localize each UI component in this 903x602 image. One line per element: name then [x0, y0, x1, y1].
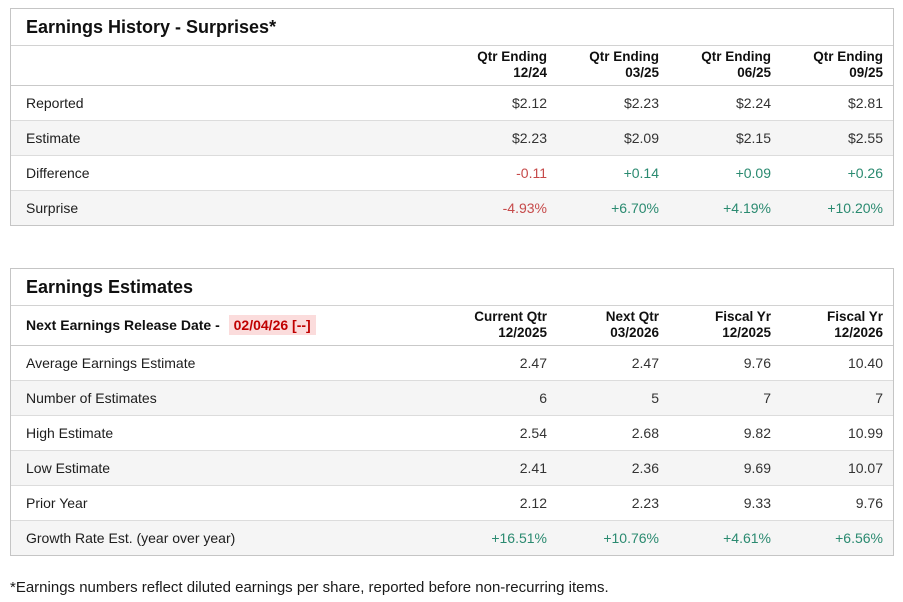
- table-row-prior-year: Prior Year 2.12 2.23 9.33 9.76: [11, 485, 893, 521]
- earnings-estimates-table: Next Earnings Release Date - 02/04/26 [-…: [11, 306, 893, 555]
- cell-value-positive: +10.76%: [603, 530, 659, 546]
- cell-value-positive: +10.20%: [827, 200, 883, 216]
- row-label: Prior Year: [11, 485, 445, 521]
- row-label: Difference: [11, 155, 445, 191]
- column-header-current-qtr: Current Qtr 12/2025: [445, 306, 557, 346]
- cell-value-positive: +0.26: [781, 155, 893, 191]
- cell-value: 2.36: [557, 450, 669, 486]
- row-label: Reported: [11, 85, 445, 121]
- cell-value: 10.99: [781, 415, 893, 451]
- earnings-history-panel: Earnings History - Surprises* Qtr Ending…: [10, 8, 894, 226]
- column-header-qtr-0325: Qtr Ending 03/25: [557, 46, 669, 86]
- row-label: Estimate: [11, 120, 445, 156]
- cell-value: $2.23: [557, 85, 669, 121]
- empty-header-cell: [11, 46, 445, 86]
- row-label: Growth Rate Est. (year over year): [26, 530, 236, 546]
- column-header-qtr-0625: Qtr Ending 06/25: [669, 46, 781, 86]
- cell-value-positive: +6.70%: [611, 200, 659, 216]
- earnings-history-header-row: Qtr Ending 12/24 Qtr Ending 03/25 Qtr En…: [11, 46, 893, 86]
- row-label: Low Estimate: [11, 450, 445, 486]
- column-header-next-qtr: Next Qtr 03/2026: [557, 306, 669, 346]
- earnings-history-table: Qtr Ending 12/24 Qtr Ending 03/25 Qtr En…: [11, 46, 893, 225]
- row-label: Surprise: [26, 200, 79, 216]
- next-earnings-release-date: 02/04/26 [--]: [228, 315, 316, 335]
- cell-value: $2.15: [669, 120, 781, 156]
- table-row-growth-rate-est: Growth Rate Est. (year over year) +16.51…: [11, 520, 893, 555]
- cell-value-positive: +6.56%: [835, 530, 883, 546]
- cell-value: 9.76: [781, 485, 893, 521]
- cell-value: 2.12: [445, 485, 557, 521]
- cell-value: 2.47: [445, 345, 557, 381]
- cell-value: 2.68: [557, 415, 669, 451]
- row-label: Average Earnings Estimate: [11, 345, 445, 381]
- cell-value: 9.69: [669, 450, 781, 486]
- cell-value-positive: +0.09: [669, 155, 781, 191]
- cell-value: $2.55: [781, 120, 893, 156]
- cell-value: $2.81: [781, 85, 893, 121]
- cell-value: 2.54: [445, 415, 557, 451]
- cell-value-negative: -0.11: [445, 155, 557, 191]
- table-row-difference: Difference -0.11 +0.14 +0.09 +0.26: [11, 155, 893, 191]
- next-earnings-release-cell: Next Earnings Release Date - 02/04/26 [-…: [11, 306, 445, 346]
- cell-value: 9.76: [669, 345, 781, 381]
- column-header-fiscal-yr-2025: Fiscal Yr 12/2025: [669, 306, 781, 346]
- footnote: *Earnings numbers reflect diluted earnin…: [10, 579, 609, 596]
- table-row-estimate: Estimate $2.23 $2.09 $2.15 $2.55: [11, 120, 893, 156]
- cell-value: 10.40: [781, 345, 893, 381]
- cell-value: 9.82: [669, 415, 781, 451]
- cell-value-negative: -4.93%: [502, 200, 547, 216]
- table-row-low-estimate: Low Estimate 2.41 2.36 9.69 10.07: [11, 450, 893, 486]
- cell-value: 6: [445, 380, 557, 416]
- cell-value: 7: [781, 380, 893, 416]
- table-row-high-estimate: High Estimate 2.54 2.68 9.82 10.99: [11, 415, 893, 451]
- next-earnings-release-label: Next Earnings Release Date -: [26, 317, 220, 333]
- table-row-surprise: Surprise -4.93% +6.70% +4.19% +10.20%: [11, 190, 893, 225]
- cell-value: 5: [557, 380, 669, 416]
- earnings-history-title: Earnings History - Surprises*: [11, 9, 893, 46]
- cell-value: $2.24: [669, 85, 781, 121]
- earnings-estimates-header-row: Next Earnings Release Date - 02/04/26 [-…: [11, 306, 893, 346]
- cell-value-positive: +4.61%: [723, 530, 771, 546]
- column-header-fiscal-yr-2026: Fiscal Yr 12/2026: [781, 306, 893, 346]
- cell-value: $2.09: [557, 120, 669, 156]
- column-header-qtr-0925: Qtr Ending 09/25: [781, 46, 893, 86]
- cell-value-positive: +16.51%: [491, 530, 547, 546]
- table-row-number-of-estimates: Number of Estimates 6 5 7 7: [11, 380, 893, 416]
- cell-value: 7: [669, 380, 781, 416]
- cell-value: 10.07: [781, 450, 893, 486]
- cell-value: 9.33: [669, 485, 781, 521]
- cell-value-positive: +0.14: [557, 155, 669, 191]
- row-label: Number of Estimates: [11, 380, 445, 416]
- cell-value: 2.23: [557, 485, 669, 521]
- earnings-estimates-title: Earnings Estimates: [11, 269, 893, 306]
- table-row-reported: Reported $2.12 $2.23 $2.24 $2.81: [11, 85, 893, 121]
- cell-value: 2.47: [557, 345, 669, 381]
- table-row-average-earnings-estimate: Average Earnings Estimate 2.47 2.47 9.76…: [11, 345, 893, 381]
- cell-value-positive: +4.19%: [723, 200, 771, 216]
- cell-value: $2.12: [445, 85, 557, 121]
- column-header-qtr-1224: Qtr Ending 12/24: [445, 46, 557, 86]
- row-label: High Estimate: [11, 415, 445, 451]
- cell-value: $2.23: [445, 120, 557, 156]
- cell-value: 2.41: [445, 450, 557, 486]
- earnings-estimates-panel: Earnings Estimates Next Earnings Release…: [10, 268, 894, 556]
